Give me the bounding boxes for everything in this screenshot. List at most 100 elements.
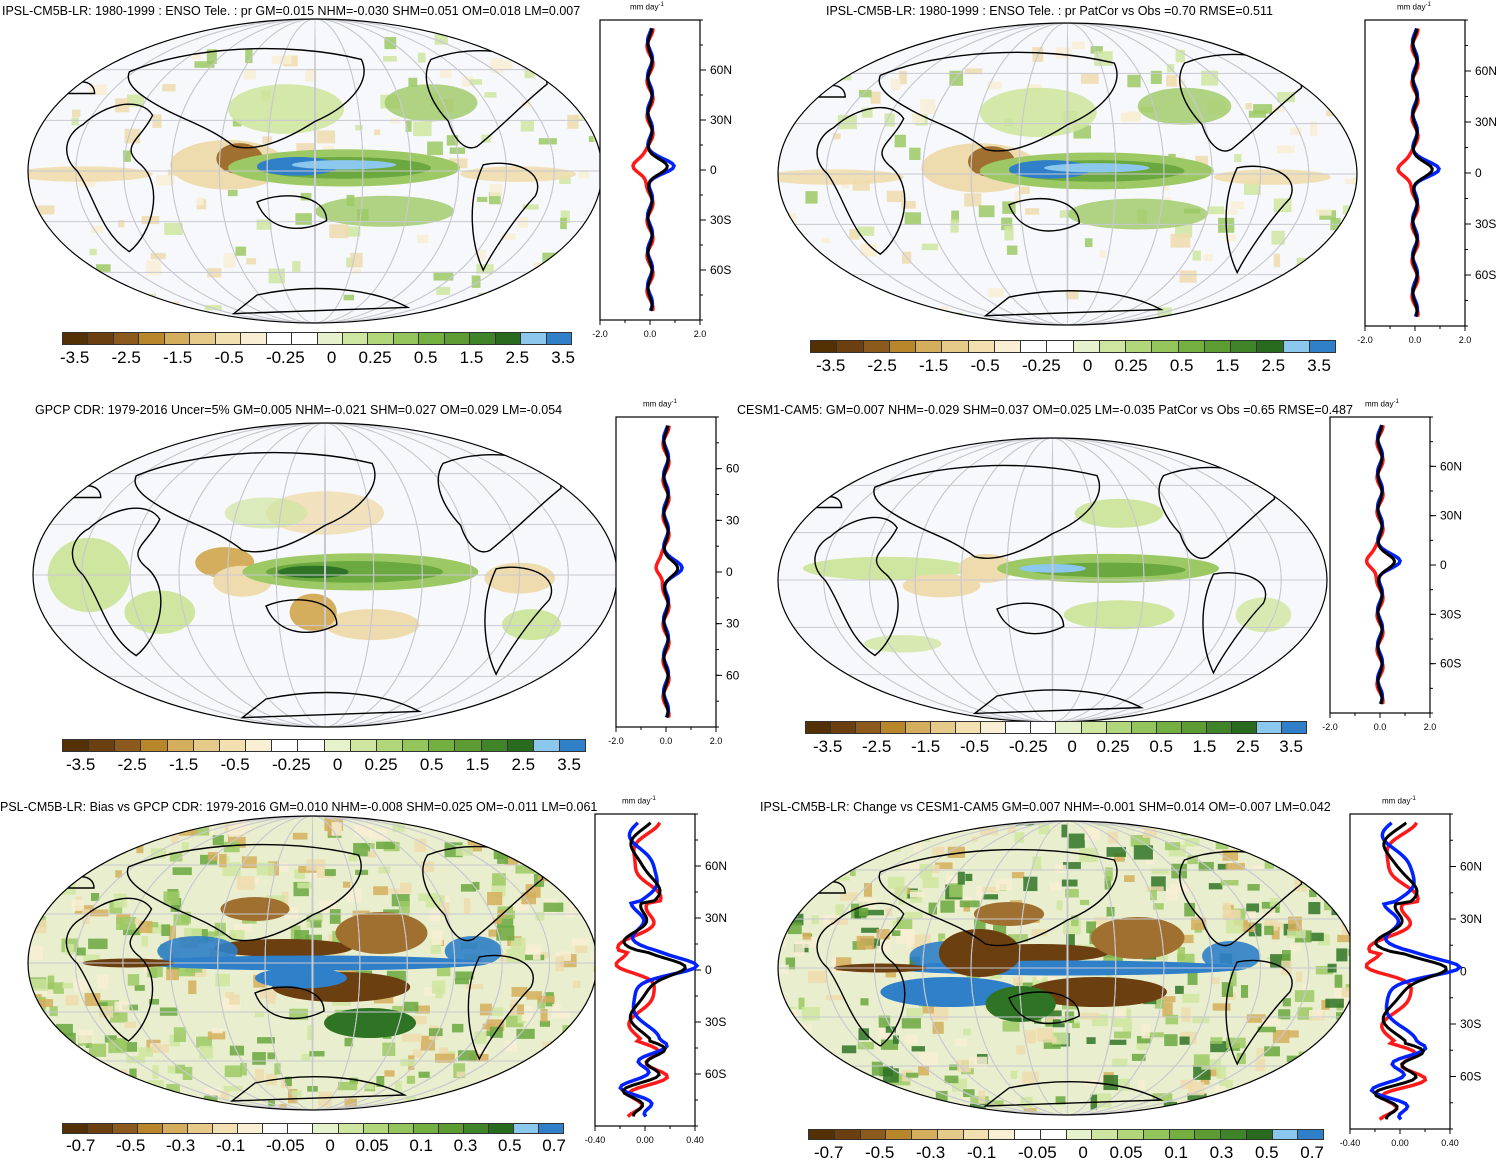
field-pixel — [121, 298, 135, 304]
field-pixel — [558, 1090, 577, 1102]
field-pixel — [26, 1012, 38, 1022]
field-pixel — [404, 1002, 418, 1013]
field-pixel — [1197, 823, 1212, 836]
field-pixel — [496, 310, 506, 322]
field-pixel — [1138, 1080, 1145, 1089]
colorbar-label: 0.25 — [1097, 737, 1130, 757]
x-tick-label: 0.40 — [1441, 1138, 1459, 1148]
field-pixel — [26, 1074, 45, 1088]
field-pixel — [84, 1063, 104, 1068]
field-pixel — [960, 900, 980, 907]
colorbar-swatch — [63, 740, 89, 751]
field-pixel — [949, 883, 962, 897]
field-pixel — [128, 974, 139, 985]
colorbar-label: -3.5 — [66, 755, 95, 775]
colorbar-label: -1.5 — [169, 755, 198, 775]
colorbar-swatch — [88, 1124, 113, 1133]
field-pixel — [516, 1029, 534, 1039]
field-patch — [1044, 163, 1149, 172]
field-pixel — [781, 852, 794, 859]
field-patch — [278, 566, 349, 578]
field-pixel — [97, 974, 108, 988]
field-pixel — [188, 980, 196, 994]
field-pixel — [911, 820, 920, 832]
x-tick-label: 0.0 — [660, 736, 673, 746]
field-pixel — [1107, 907, 1115, 917]
field-pixel — [1223, 209, 1238, 214]
colorbar-label: -1.5 — [163, 348, 192, 368]
colorbar — [810, 340, 1336, 353]
field-pixel — [924, 1099, 939, 1109]
colorbar-label: 0.5 — [1149, 737, 1173, 757]
x-tick-label: 2.0 — [1459, 335, 1472, 345]
panel-title: IPSL-CM5B-LR: Change vs CESM1-CAM5 GM=0.… — [760, 800, 1331, 814]
x-tick-label: 2.0 — [694, 329, 707, 339]
colorbar-swatch — [213, 1124, 238, 1133]
colorbar-swatch — [429, 740, 455, 751]
field-pixel — [433, 272, 453, 281]
field-pixel — [70, 1100, 78, 1113]
field-pixel — [553, 36, 560, 48]
field-pixel — [506, 949, 525, 963]
colorbar-swatch — [1152, 341, 1178, 352]
panel-ipsl-change: IPSL-CM5B-LR: Change vs CESM1-CAM5 GM=0.… — [750, 793, 1496, 1162]
x-tick-label: -2.0 — [1357, 335, 1373, 345]
field-pixel — [102, 1083, 114, 1095]
field-pixel — [1103, 1075, 1118, 1090]
field-pixel — [1324, 899, 1338, 911]
field-pixel — [567, 115, 578, 129]
field-pixel — [521, 121, 534, 131]
colorbar — [62, 1123, 564, 1134]
panel-title: CESM1-CAM5: GM=0.007 NHM=-0.029 SHM=0.03… — [737, 403, 1353, 417]
field-pixel — [784, 1102, 794, 1112]
colorbar-label: -3.5 — [60, 348, 89, 368]
field-pixel — [1198, 1112, 1211, 1118]
field-pixel — [1204, 254, 1213, 261]
colorbar-swatch — [890, 341, 916, 352]
lat-label: 60S — [1440, 657, 1461, 671]
colorbar-swatch — [831, 722, 856, 733]
field-pixel — [1155, 1114, 1162, 1118]
field-pixel — [490, 1086, 504, 1096]
field-pixel — [515, 818, 523, 831]
colorbar-label: 1.5 — [1193, 737, 1217, 757]
field-pixel — [65, 995, 78, 1006]
field-pixel — [1318, 879, 1335, 886]
field-pixel — [1327, 856, 1334, 869]
field-pixel — [511, 987, 527, 997]
field-pixel — [822, 871, 830, 880]
field-pixel — [1182, 994, 1199, 1003]
field-patch — [980, 88, 1097, 137]
field-pixel — [518, 217, 528, 228]
field-pixel — [1062, 880, 1078, 887]
colorbar-label: -0.5 — [220, 755, 249, 775]
field-pixel — [878, 1093, 890, 1105]
field-pixel — [1299, 1100, 1307, 1111]
field-pixel — [1182, 1117, 1196, 1118]
field-pixel — [566, 912, 576, 918]
colorbar-label: -0.05 — [1018, 1143, 1057, 1163]
field-pixel — [1151, 71, 1162, 84]
field-pixel — [822, 238, 830, 243]
colorbar-swatch — [1207, 722, 1232, 733]
colorbar-swatch — [912, 1130, 938, 1139]
field-pixel — [162, 84, 175, 91]
field-pixel — [1269, 1085, 1283, 1092]
field-pixel — [1231, 202, 1244, 209]
field-pixel — [483, 834, 499, 848]
field-pixel — [440, 70, 452, 77]
field-pixel — [1127, 75, 1140, 88]
field-pixel — [791, 1116, 804, 1118]
field-pixel — [195, 1110, 205, 1113]
colorbar-swatch — [445, 333, 470, 344]
field-pixel — [297, 882, 312, 888]
field-pixel — [58, 1058, 68, 1071]
field-pixel — [1019, 186, 1030, 194]
field-pixel — [1213, 1003, 1231, 1010]
colorbar-swatch — [377, 740, 403, 751]
field-pixel — [1270, 898, 1279, 906]
x-tick-label: 2.0 — [1424, 722, 1437, 732]
field-pixel — [905, 912, 923, 919]
field-pixel — [1265, 858, 1274, 869]
